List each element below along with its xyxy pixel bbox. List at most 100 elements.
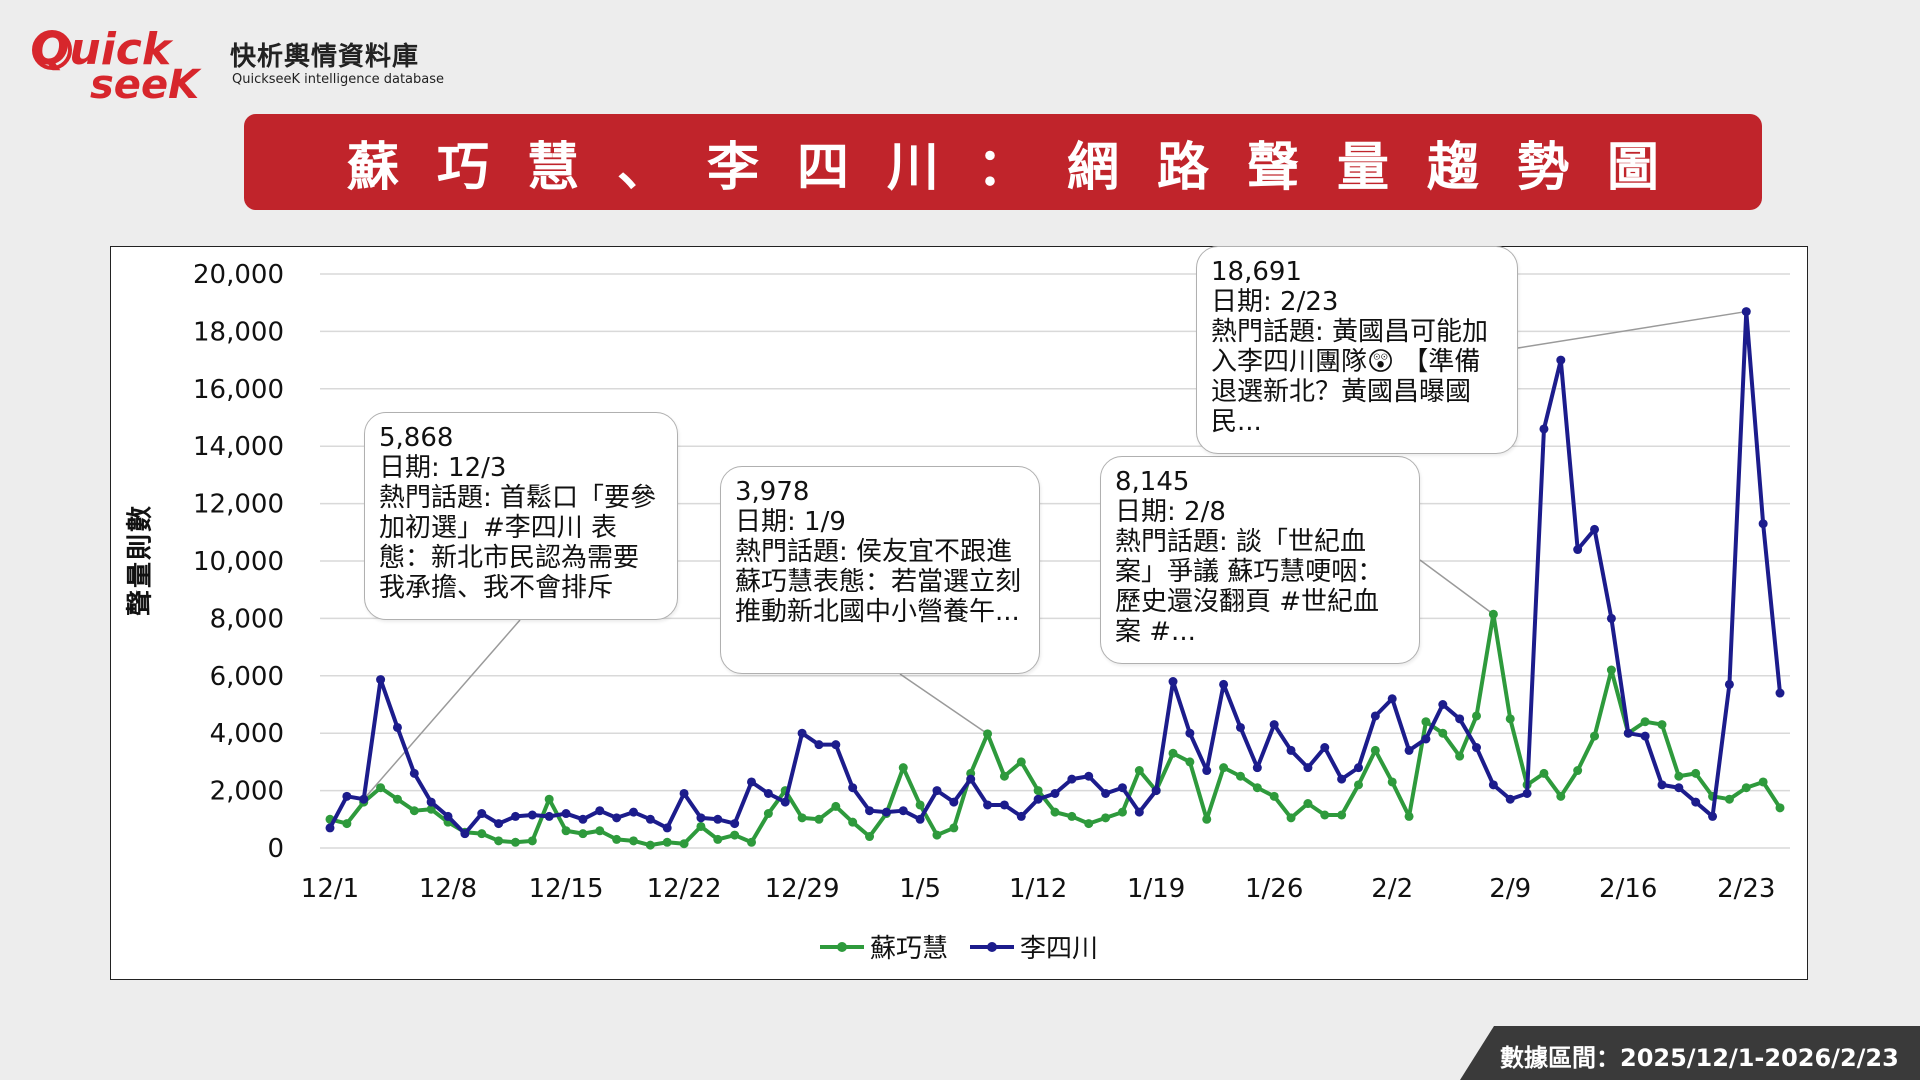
y-tick-label: 16,000: [193, 375, 284, 405]
annotation-callout: 3,978 日期: 1/9 熱門話題: 侯友宜不跟進 蘇巧慧表態：若當選立刻推動…: [720, 466, 1040, 674]
y-tick-label: 20,000: [193, 260, 284, 290]
brand-name-en: QuickseeK intelligence database: [232, 72, 445, 87]
data-point-li: [1640, 731, 1650, 741]
annotation-value: 5,868: [379, 423, 454, 453]
data-point-li: [1252, 763, 1262, 773]
data-point-li: [898, 806, 908, 816]
data-point-su: [1438, 728, 1448, 738]
data-point-su: [392, 794, 402, 804]
data-point-su: [1185, 757, 1195, 767]
data-point-su: [1235, 771, 1245, 781]
data-point-su: [679, 839, 689, 849]
annotation-topic: 熱門話題: 黃國昌可能加入李四川團隊😲 【準備退選新北？黃國昌曝國民...: [1211, 317, 1489, 437]
data-point-li: [595, 806, 605, 816]
annotation-topic: 熱門話題: 侯友宜不跟進 蘇巧慧表態：若當選立刻推動新北國中小營養午...: [735, 537, 1047, 627]
data-point-li: [949, 797, 959, 807]
data-point-su: [1472, 711, 1482, 721]
data-point-su: [1590, 731, 1600, 741]
data-point-li: [1151, 786, 1161, 796]
data-point-li: [983, 800, 993, 810]
data-point-li: [1556, 355, 1566, 365]
data-point-su: [1320, 810, 1330, 820]
annotation-leader-line: [1517, 310, 1747, 349]
x-tick-label: 12/15: [529, 874, 604, 904]
data-point-li: [1539, 424, 1549, 434]
data-point-su: [1370, 745, 1380, 755]
legend-label-su: 蘇巧慧: [870, 934, 949, 964]
data-point-su: [1168, 748, 1178, 758]
data-point-li: [1185, 728, 1195, 738]
data-point-su: [494, 836, 504, 846]
annotation-date: 日期: 2/23: [1211, 287, 1339, 317]
x-tick-label: 2/23: [1717, 874, 1775, 904]
page-title: 蘇巧慧、李四川：網路聲量趨勢圖: [346, 137, 1697, 198]
data-point-su: [1353, 780, 1363, 790]
data-point-li: [1084, 771, 1094, 781]
data-point-su: [865, 832, 875, 842]
data-point-su: [999, 771, 1009, 781]
data-point-su: [1337, 810, 1347, 820]
x-tick-label: 12/22: [647, 874, 722, 904]
data-point-li: [1505, 794, 1515, 804]
data-point-su: [477, 829, 487, 839]
x-tick-label: 12/8: [419, 874, 477, 904]
y-tick-label: 2,000: [210, 777, 284, 807]
data-point-li: [999, 800, 1009, 810]
x-tick-label: 2/16: [1599, 874, 1657, 904]
data-point-li: [1016, 811, 1026, 821]
data-point-li: [409, 768, 419, 778]
data-point-su: [1455, 751, 1465, 761]
annotation-date: 日期: 2/8: [1115, 497, 1226, 527]
data-point-su: [578, 829, 588, 839]
data-point-li: [1320, 743, 1330, 753]
data-point-li: [1455, 714, 1465, 724]
data-point-su: [797, 813, 807, 823]
data-point-li: [1708, 811, 1718, 821]
data-point-su: [1539, 768, 1549, 778]
data-point-su: [1084, 819, 1094, 829]
data-point-su: [1724, 794, 1734, 804]
data-point-li: [713, 814, 723, 824]
data-point-li: [1573, 545, 1583, 555]
brand-logo: Quick seeK 快析輿情資料庫 QuickseeK intelligenc…: [30, 22, 450, 102]
data-point-su: [814, 814, 824, 824]
data-point-li: [966, 774, 976, 784]
annotation-value: 8,145: [1115, 467, 1190, 497]
data-point-su: [1117, 807, 1127, 817]
data-point-su: [713, 834, 723, 844]
data-point-li: [696, 813, 706, 823]
data-point-li: [1488, 780, 1498, 790]
y-axis-label: 聲量則數: [125, 503, 156, 617]
data-point-su: [848, 817, 858, 827]
data-point-li: [1438, 700, 1448, 709]
data-point-li: [915, 814, 925, 824]
chart-legend: 蘇巧慧 李四川: [820, 928, 1098, 965]
data-point-su: [544, 794, 554, 804]
legend-marker-li: [970, 941, 1015, 952]
data-point-li: [1590, 524, 1600, 534]
data-point-li: [1286, 745, 1296, 755]
y-tick-label: 4,000: [210, 719, 284, 749]
data-point-li: [612, 813, 622, 823]
annotation-leader-line: [363, 619, 521, 800]
data-point-su: [1741, 783, 1751, 793]
data-point-li: [460, 829, 470, 839]
data-point-li: [1606, 613, 1616, 623]
legend-item-li: 李四川: [970, 928, 1098, 965]
data-point-li: [1623, 728, 1633, 738]
data-point-su: [1219, 763, 1229, 773]
data-point-li: [797, 728, 807, 738]
data-point-su: [1674, 771, 1684, 781]
data-point-su: [1640, 717, 1650, 727]
data-point-su: [662, 837, 672, 847]
annotation-value: 3,978: [735, 477, 810, 507]
data-point-li: [1421, 734, 1431, 744]
data-point-li: [426, 797, 436, 807]
data-range-label: 數據區間：2025/12/1-2026/2/23: [1500, 1044, 1899, 1072]
data-point-li: [392, 722, 402, 732]
x-tick-label: 1/5: [899, 874, 941, 904]
data-point-li: [831, 740, 841, 750]
data-point-li: [544, 811, 554, 821]
data-point-su: [831, 801, 841, 811]
